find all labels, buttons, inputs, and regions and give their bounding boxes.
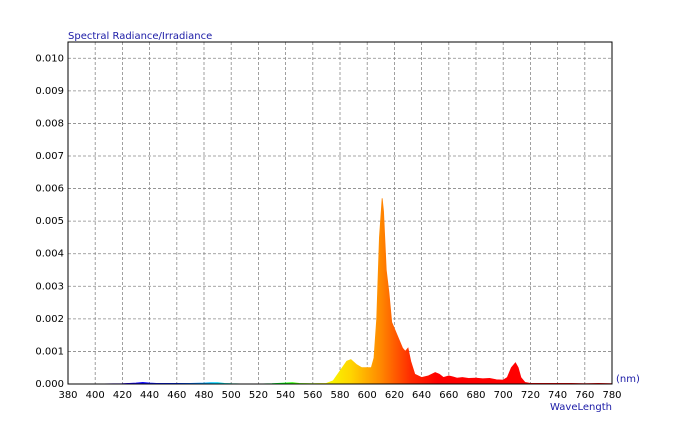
y-tick-label: 0.010 — [35, 53, 64, 64]
y-tick-label: 0.000 — [35, 379, 64, 390]
x-tick-label: 380 — [58, 390, 77, 401]
x-tick-label: 760 — [575, 390, 594, 401]
y-tick-label: 0.009 — [35, 86, 64, 97]
x-tick-label: 620 — [385, 390, 404, 401]
x-tick-label: 660 — [439, 390, 458, 401]
x-tick-label: 480 — [194, 390, 213, 401]
x-axis-label: WaveLength — [550, 402, 612, 413]
y-tick-label: 0.008 — [35, 118, 64, 129]
y-tick-label: 0.007 — [35, 151, 64, 162]
y-tick-label: 0.005 — [35, 216, 64, 227]
x-tick-label: 500 — [222, 390, 241, 401]
plot-frame — [67, 41, 613, 385]
x-tick-label: 580 — [330, 390, 349, 401]
x-unit: (nm) — [616, 374, 640, 385]
y-tick-label: 0.001 — [35, 346, 64, 357]
x-tick-label: 400 — [86, 390, 105, 401]
spectrum-area — [68, 198, 613, 385]
y-tick-label: 0.003 — [35, 281, 64, 292]
x-tick-label: 600 — [358, 390, 377, 401]
y-tick-label: 0.002 — [35, 314, 64, 325]
x-tick-label: 640 — [412, 390, 431, 401]
x-tick-label: 700 — [494, 390, 513, 401]
y-tick-label: 0.006 — [35, 184, 64, 195]
x-tick-label: 520 — [249, 390, 268, 401]
x-tick-label: 780 — [602, 390, 621, 401]
x-tick-label: 420 — [113, 390, 132, 401]
x-tick-label: 680 — [466, 390, 485, 401]
x-tick-label: 560 — [303, 390, 322, 401]
x-tick-label: 440 — [140, 390, 159, 401]
x-tick-label: 540 — [276, 390, 295, 401]
x-tick-label: 740 — [548, 390, 567, 401]
y-tick-label: 0.004 — [35, 249, 64, 260]
chart-title: Spectral Radiance/Irradiance — [68, 31, 212, 42]
x-tick-label: 720 — [521, 390, 540, 401]
x-tick-label: 460 — [167, 390, 186, 401]
